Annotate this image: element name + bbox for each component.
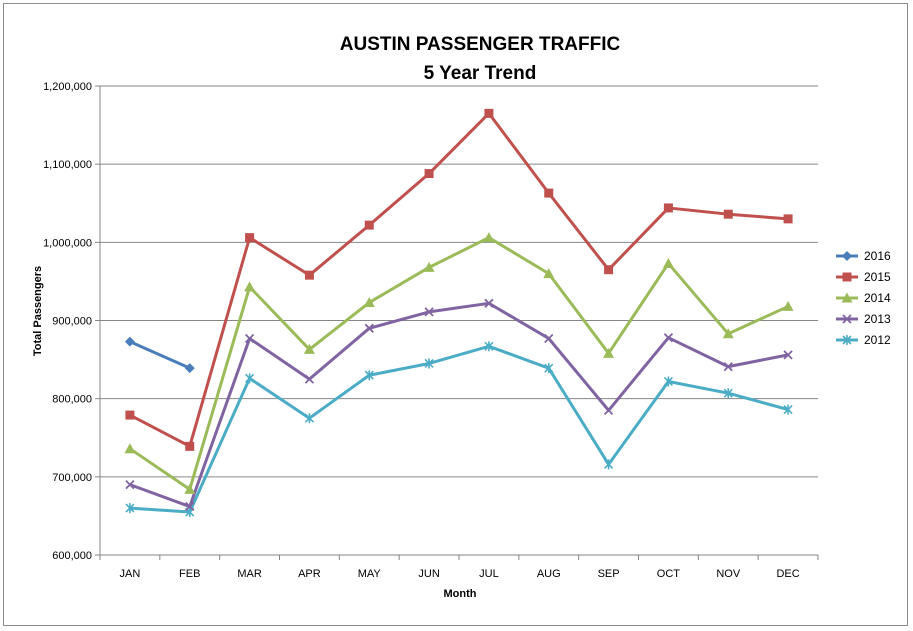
- y-tick-label: 1,200,000: [43, 81, 92, 93]
- data-point-2012: [125, 503, 135, 514]
- data-point-2013: [603, 405, 614, 416]
- chart-subtitle: 5 Year Trend: [424, 63, 537, 84]
- data-point-2015: [663, 203, 673, 213]
- x-tick-label: JAN: [120, 568, 141, 580]
- data-point-2014: [483, 232, 495, 243]
- data-point-2014: [423, 261, 435, 272]
- series-line-2016: [129, 340, 191, 370]
- data-point-2014: [363, 297, 375, 308]
- data-point-2012: [663, 376, 673, 387]
- data-point-2013: [364, 323, 374, 333]
- data-point-2013: [544, 333, 554, 344]
- data-point-2015: [424, 169, 434, 179]
- legend-label-2014: 2014: [864, 291, 891, 305]
- x-tick-label: FEB: [179, 568, 200, 580]
- data-point-2014: [124, 443, 136, 454]
- data-point-2013: [244, 333, 255, 344]
- series-line-2015: [129, 111, 789, 448]
- y-tick-label: 1,000,000: [43, 237, 92, 249]
- x-tick-label: NOV: [716, 568, 741, 580]
- series-line-2013: [129, 301, 789, 509]
- legend-marker-2015: [842, 272, 852, 282]
- data-point-2015: [185, 441, 195, 451]
- legend-label-2013: 2013: [864, 312, 891, 326]
- x-tick-label: DEC: [776, 568, 799, 580]
- y-tick-label: 700,000: [52, 472, 92, 484]
- data-point-2014: [722, 328, 734, 339]
- chart-frame: [3, 3, 908, 626]
- x-tick-label: JUN: [418, 568, 439, 580]
- data-point-2014: [244, 281, 256, 292]
- data-point-2015: [604, 265, 614, 275]
- data-point-2014: [782, 300, 794, 311]
- y-tick-label: 600,000: [52, 550, 92, 562]
- data-point-2014: [662, 257, 674, 268]
- data-point-2015: [304, 270, 314, 280]
- x-tick-label: APR: [298, 568, 321, 580]
- data-point-2013: [783, 350, 793, 360]
- y-tick-label: 1,100,000: [43, 159, 92, 171]
- data-point-2013: [424, 307, 434, 317]
- data-point-2012: [424, 358, 434, 369]
- y-tick-label: 800,000: [52, 394, 92, 406]
- data-point-2015: [723, 209, 733, 219]
- data-point-2015: [125, 410, 135, 420]
- legend-marker-2016: [842, 251, 852, 261]
- data-point-2012: [364, 370, 374, 381]
- data-point-2012: [245, 373, 255, 384]
- data-point-2013: [125, 480, 135, 490]
- x-axis-label: Month: [444, 588, 477, 600]
- x-tick-label: AUG: [537, 568, 561, 580]
- series-line-2012: [129, 344, 789, 514]
- legend-marker-2014: [841, 292, 853, 303]
- data-point-2015: [364, 220, 374, 230]
- data-point-2012: [304, 413, 314, 424]
- data-point-2015: [484, 108, 494, 118]
- data-point-2014: [603, 347, 615, 358]
- data-point-2015: [245, 233, 255, 243]
- data-point-2013: [723, 361, 733, 372]
- legend-label-2016: 2016: [864, 249, 891, 263]
- y-tick-label: 900,000: [52, 316, 92, 328]
- data-point-2012: [604, 459, 614, 470]
- data-point-2016: [124, 336, 135, 347]
- data-point-2014: [543, 268, 555, 279]
- data-point-2014: [303, 343, 315, 354]
- legend-marker-2013: [842, 314, 852, 324]
- data-point-2015: [544, 188, 554, 198]
- legend-marker-2012: [842, 335, 852, 345]
- legend-label-2015: 2015: [864, 270, 891, 284]
- x-tick-label: SEP: [598, 568, 620, 580]
- data-point-2012: [723, 388, 733, 399]
- x-tick-label: OCT: [657, 568, 681, 580]
- legend-label-2012: 2012: [864, 333, 891, 347]
- x-tick-label: MAY: [358, 568, 382, 580]
- x-tick-label: MAR: [237, 568, 262, 580]
- data-point-2016: [184, 363, 195, 374]
- data-point-2013: [484, 298, 494, 308]
- chart-title: AUSTIN PASSENGER TRAFFIC: [340, 34, 621, 55]
- data-point-2012: [783, 404, 793, 415]
- data-point-2013: [304, 374, 315, 384]
- series-line-2014: [129, 236, 789, 491]
- data-point-2012: [484, 341, 494, 352]
- data-point-2013: [663, 333, 674, 343]
- data-point-2014: [184, 483, 196, 494]
- y-axis-label: Total Passengers: [32, 266, 44, 356]
- data-point-2013: [185, 501, 195, 512]
- data-point-2015: [783, 214, 793, 224]
- data-point-2012: [544, 363, 554, 374]
- x-tick-label: JUL: [479, 568, 499, 580]
